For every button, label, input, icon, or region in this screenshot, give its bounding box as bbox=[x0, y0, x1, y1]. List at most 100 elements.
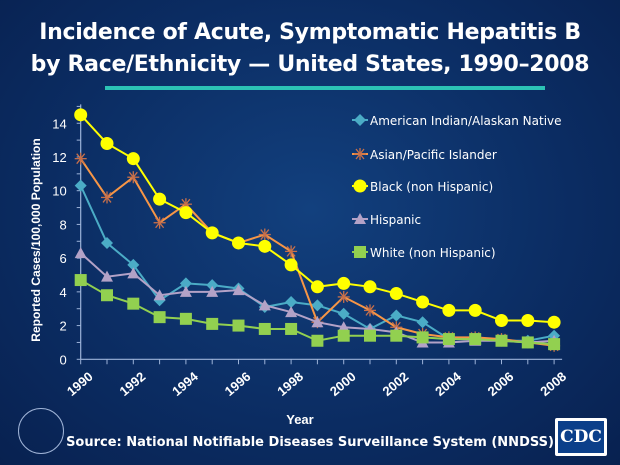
data-point bbox=[258, 299, 271, 311]
x-tick-label: 2006 bbox=[485, 369, 517, 399]
y-tick-label: 6 bbox=[59, 251, 66, 266]
data-point bbox=[126, 152, 140, 166]
data-point bbox=[74, 108, 88, 122]
data-point bbox=[206, 279, 219, 292]
data-point bbox=[179, 206, 193, 220]
data-point bbox=[153, 311, 166, 324]
data-point bbox=[389, 287, 403, 301]
hhs-seal-logo bbox=[18, 408, 64, 454]
data-point bbox=[548, 338, 561, 351]
legend-marker bbox=[354, 114, 366, 126]
legend-item: Asian/Pacific Islander bbox=[352, 148, 497, 162]
data-point bbox=[258, 322, 271, 335]
data-point bbox=[495, 334, 508, 347]
data-point bbox=[337, 329, 350, 342]
data-point bbox=[521, 314, 535, 328]
x-tick-label: 2008 bbox=[537, 369, 569, 399]
data-point bbox=[363, 280, 377, 294]
data-point bbox=[127, 171, 140, 184]
data-point bbox=[232, 319, 245, 332]
series-hispanic bbox=[74, 247, 561, 348]
data-point bbox=[206, 317, 219, 330]
data-point bbox=[337, 321, 350, 333]
data-point bbox=[442, 303, 456, 317]
data-point bbox=[74, 247, 87, 259]
legend-marker bbox=[354, 213, 366, 224]
cdc-logo-text: CDC bbox=[558, 421, 604, 453]
legend-marker bbox=[354, 246, 366, 258]
data-point bbox=[390, 329, 403, 342]
data-point bbox=[74, 274, 87, 287]
data-point bbox=[311, 316, 324, 328]
data-point bbox=[127, 267, 140, 279]
y-tick-label: 14 bbox=[52, 116, 66, 131]
data-point bbox=[442, 333, 455, 346]
data-point bbox=[258, 239, 272, 253]
data-point bbox=[284, 258, 298, 272]
legend-item: White (non Hispanic) bbox=[352, 246, 496, 260]
data-point bbox=[232, 236, 245, 250]
legend-label: White (non Hispanic) bbox=[370, 246, 496, 260]
x-tick-label: 2000 bbox=[327, 369, 359, 399]
data-point bbox=[364, 329, 376, 342]
data-point bbox=[416, 316, 429, 329]
data-point bbox=[232, 284, 245, 296]
data-point bbox=[311, 299, 324, 312]
data-point bbox=[74, 152, 87, 165]
x-axis-title: Year bbox=[286, 412, 313, 427]
cdc-logo: CDC bbox=[555, 418, 607, 456]
data-point bbox=[285, 295, 298, 308]
y-axis-title: Reported Cases/100,000 Population bbox=[29, 138, 43, 341]
data-point bbox=[364, 304, 376, 317]
data-point bbox=[521, 336, 534, 349]
y-tick-label: 2 bbox=[59, 319, 66, 334]
x-tick-label: 2004 bbox=[432, 368, 464, 399]
data-point bbox=[337, 276, 351, 290]
y-tick-label: 10 bbox=[52, 184, 66, 199]
data-point bbox=[153, 289, 166, 301]
legend-label: Hispanic bbox=[370, 213, 421, 227]
data-point bbox=[127, 297, 140, 310]
data-point bbox=[285, 322, 298, 335]
data-point bbox=[127, 258, 140, 271]
y-tick-label: 0 bbox=[59, 352, 66, 367]
data-point bbox=[179, 312, 192, 325]
title-line-1: Incidence of Acute, Symptomatic Hepatiti… bbox=[39, 20, 581, 45]
data-point bbox=[74, 179, 87, 192]
data-point bbox=[258, 228, 271, 241]
legend-marker bbox=[354, 148, 366, 160]
series-white-non-hispanic- bbox=[74, 274, 561, 351]
x-tick-label: 1998 bbox=[274, 369, 306, 399]
data-point bbox=[153, 192, 167, 206]
title-line-2: by Race/Ethnicity — United States, 1990–… bbox=[30, 52, 590, 77]
data-point bbox=[285, 306, 298, 318]
data-point bbox=[469, 333, 482, 346]
data-point bbox=[311, 334, 324, 347]
data-point bbox=[337, 307, 350, 320]
series-black-non-hispanic- bbox=[74, 108, 561, 329]
data-point bbox=[100, 136, 114, 150]
data-point bbox=[416, 331, 429, 344]
data-point bbox=[206, 285, 219, 297]
data-point bbox=[416, 295, 430, 309]
data-point bbox=[101, 270, 113, 282]
data-point bbox=[468, 303, 482, 317]
data-point bbox=[101, 191, 113, 204]
legend-label: American Indian/Alaskan Native bbox=[370, 114, 562, 128]
series-line bbox=[80, 252, 555, 344]
source-note: Source: National Notifiable Diseases Sur… bbox=[66, 435, 554, 450]
legend-label: Asian/Pacific Islander bbox=[370, 148, 497, 162]
data-point bbox=[101, 289, 113, 302]
data-point bbox=[547, 315, 561, 329]
x-tick-label: 2002 bbox=[380, 369, 412, 399]
data-point bbox=[285, 245, 298, 258]
x-tick-label: 1996 bbox=[222, 369, 254, 399]
data-point bbox=[179, 285, 192, 297]
legend-label: Black (non Hispanic) bbox=[370, 180, 493, 194]
x-tick-label: 1994 bbox=[169, 368, 201, 399]
y-tick-label: 8 bbox=[59, 217, 66, 232]
legend-marker bbox=[353, 179, 367, 193]
legend-item: American Indian/Alaskan Native bbox=[352, 114, 562, 128]
data-point bbox=[179, 277, 192, 290]
